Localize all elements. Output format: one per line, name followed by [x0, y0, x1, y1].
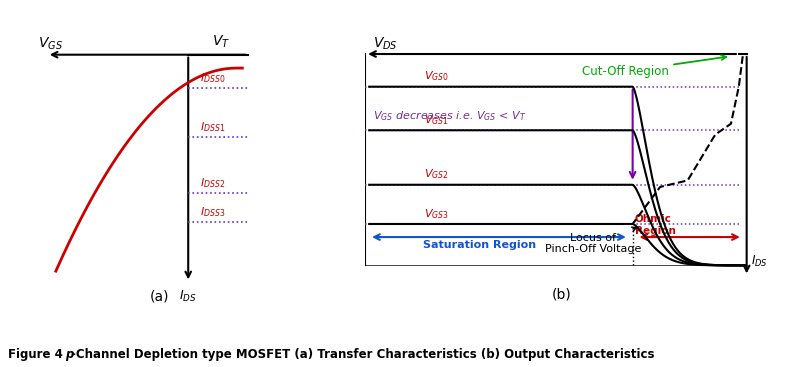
- Text: $V_T$: $V_T$: [212, 34, 230, 50]
- Text: $I_{DS}$: $I_{DS}$: [750, 254, 767, 269]
- Text: $I_{DSS1}$: $I_{DSS1}$: [200, 120, 225, 134]
- Text: $V_{GS2}$: $V_{GS2}$: [424, 168, 449, 182]
- Text: (b): (b): [552, 287, 572, 301]
- Text: Locus of
Pinch-Off Voltage: Locus of Pinch-Off Voltage: [545, 227, 642, 254]
- Text: $I_{DSS0}$: $I_{DSS0}$: [200, 71, 225, 85]
- Text: $I_{DSS3}$: $I_{DSS3}$: [200, 205, 225, 219]
- Text: (a): (a): [150, 289, 169, 303]
- Text: -Channel Depletion type MOSFET (a) Transfer Characteristics (b) Output Character: -Channel Depletion type MOSFET (a) Trans…: [71, 348, 654, 361]
- Text: $V_{DS}$: $V_{DS}$: [373, 36, 398, 52]
- Text: $V_{GS3}$: $V_{GS3}$: [424, 207, 449, 221]
- Text: $V_{GS1}$: $V_{GS1}$: [424, 113, 449, 127]
- Text: p: p: [65, 348, 74, 361]
- Text: $I_{DSS2}$: $I_{DSS2}$: [200, 176, 225, 190]
- Text: Figure 4: Figure 4: [8, 348, 75, 361]
- Text: $V_{GS}$: $V_{GS}$: [38, 36, 63, 52]
- Text: Saturation Region: Saturation Region: [422, 240, 536, 250]
- Text: $I_{DS}$: $I_{DS}$: [179, 289, 197, 304]
- Text: $V_{GS0}$: $V_{GS0}$: [424, 70, 449, 83]
- Text: Cut-Off Region: Cut-Off Region: [581, 55, 727, 78]
- Text: $V_{GS}$ decreases i.e. $V_{GS}$ < $V_T$: $V_{GS}$ decreases i.e. $V_{GS}$ < $V_T$: [373, 109, 526, 123]
- Text: Ohmic
Region: Ohmic Region: [634, 214, 676, 236]
